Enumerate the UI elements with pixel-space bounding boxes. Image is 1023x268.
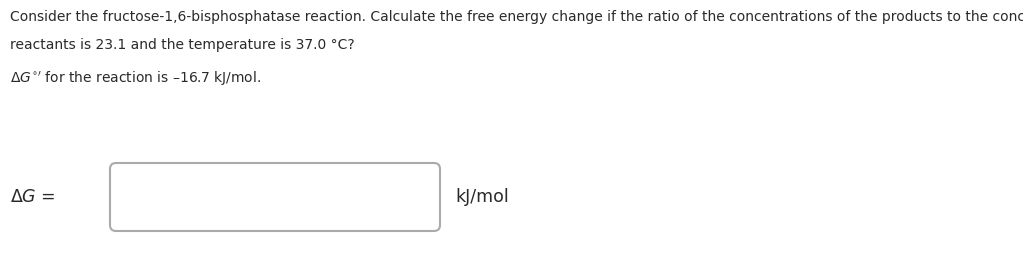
- Text: kJ/mol: kJ/mol: [455, 188, 508, 206]
- Text: reactants is 23.1 and the temperature is 37.0 °C?: reactants is 23.1 and the temperature is…: [10, 38, 355, 52]
- Text: $\Delta G^{\circ\prime}$ for the reaction is –16.7 kJ/mol.: $\Delta G^{\circ\prime}$ for the reactio…: [10, 70, 261, 88]
- FancyBboxPatch shape: [110, 163, 440, 231]
- Text: Consider the fructose-1,6-bisphosphatase reaction. Calculate the free energy cha: Consider the fructose-1,6-bisphosphatase…: [10, 10, 1023, 24]
- Text: $\Delta G$ =: $\Delta G$ =: [10, 188, 55, 206]
